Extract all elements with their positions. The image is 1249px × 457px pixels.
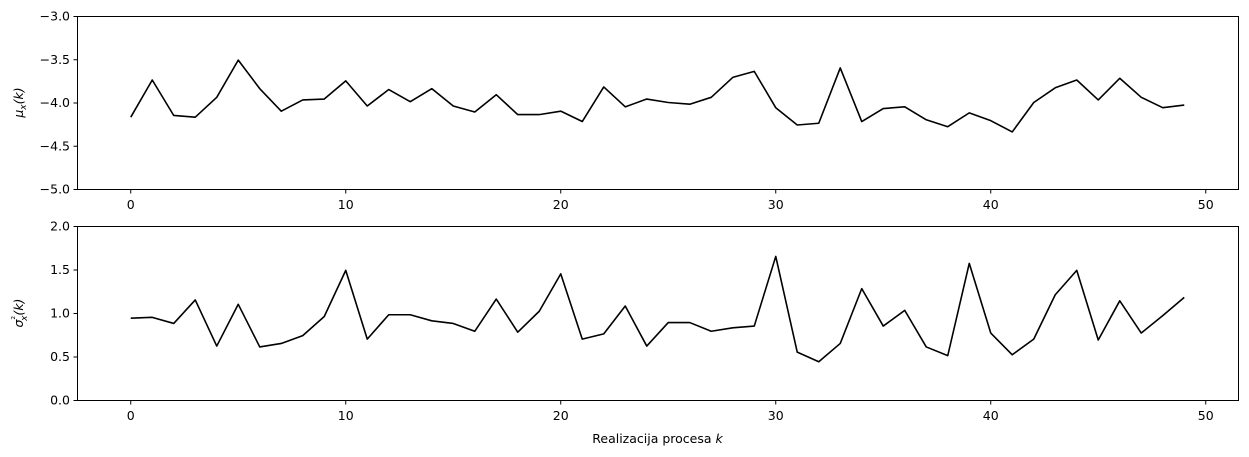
x-tick-label: 40 [983, 408, 999, 423]
y-tick-label: 0.5 [50, 349, 70, 364]
x-tick-label: 20 [553, 197, 569, 212]
x-tick-label: 40 [983, 197, 999, 212]
y-tick-label: 1.0 [50, 306, 70, 321]
y-tick-label: 1.5 [50, 262, 70, 277]
x-axis-label: Realizacija procesa k [592, 431, 723, 446]
y-tick-label: 2.0 [50, 219, 70, 234]
y-tick-label: 0.0 [50, 393, 70, 408]
x-tick-label: 0 [127, 408, 135, 423]
x-tick-label: 50 [1198, 197, 1214, 212]
x-tick-label: 20 [553, 408, 569, 423]
x-tick-label: 30 [768, 197, 784, 212]
axes-frame [77, 226, 1239, 401]
x-tick-label: 30 [768, 408, 784, 423]
series-line-0-0 [130, 59, 1185, 133]
x-tick-label: 10 [338, 408, 354, 423]
series-line-1-0 [130, 255, 1185, 363]
axes-frame [77, 16, 1239, 190]
y-tick-label: −5.0 [40, 182, 70, 197]
y-axis-label: μx(k) [11, 87, 29, 118]
x-tick-label: 50 [1198, 408, 1214, 423]
mean-subplot: 0 10 20 30 40 50 −5.0 −4.5 −4.0 −3.5 −3.0 μx(k) [11, 9, 1239, 212]
x-tick-label: 10 [338, 197, 354, 212]
y-axis-label: σ²x(k) [11, 299, 30, 328]
y-tick-label: −3.0 [40, 9, 70, 24]
y-tick-label: −4.5 [40, 138, 70, 153]
y-tick-label: −3.5 [40, 52, 70, 67]
y-tick-label: −4.0 [40, 95, 70, 110]
x-tick-label: 0 [127, 197, 135, 212]
variance-subplot: 0 10 20 30 40 50 0.0 0.5 1.0 1.5 2.0 σ²x(k) Realizac… [11, 219, 1239, 446]
